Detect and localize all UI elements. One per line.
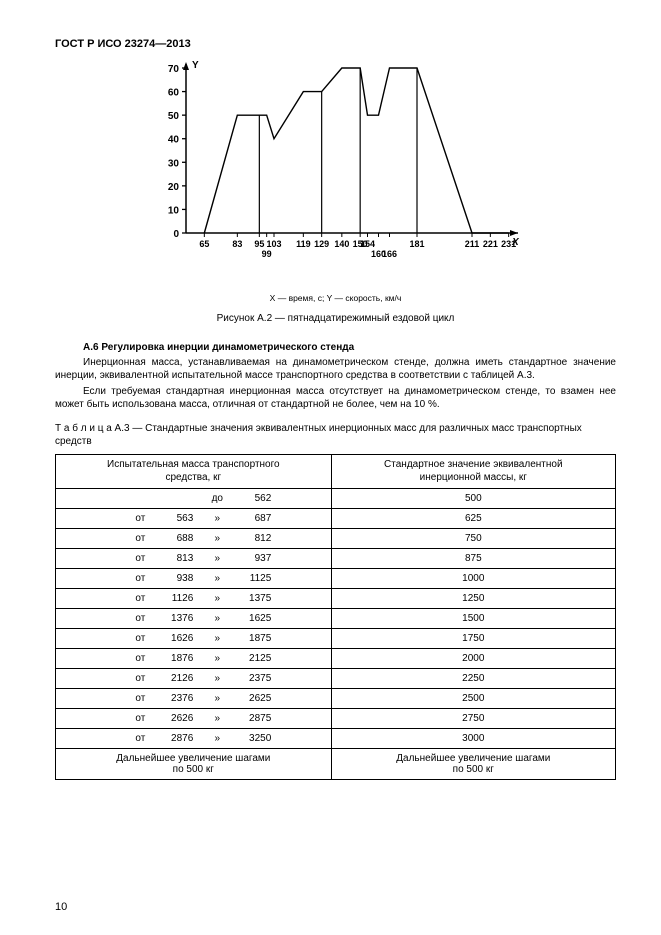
mass-range-cell: от1876»2125	[56, 649, 332, 669]
document-page: ГОСТ Р ИСО 23274—2013 010203040506070YX6…	[0, 0, 661, 935]
table-row: до562500	[56, 489, 616, 509]
footer-left: Дальнейшее увеличение шагами по 500 кг	[56, 749, 332, 780]
mass-range-cell: от938»1125	[56, 569, 332, 589]
mass-range-cell: от2626»2875	[56, 709, 332, 729]
table-row: от563»687625	[56, 509, 616, 529]
inertia-value-cell: 1250	[331, 589, 615, 609]
table-row: от2626»28752750	[56, 709, 616, 729]
inertia-value-cell: 2000	[331, 649, 615, 669]
svg-text:103: 103	[266, 239, 281, 249]
svg-text:231: 231	[501, 239, 516, 249]
section-heading: А.6 Регулировка инерции динамометрическо…	[55, 342, 616, 353]
document-code: ГОСТ Р ИСО 23274—2013	[55, 38, 616, 50]
table-row: от813»937875	[56, 549, 616, 569]
table-caption: Т а б л и ц а А.3 — Стандартные значения…	[55, 423, 616, 448]
mass-range-cell: от563»687	[56, 509, 332, 529]
svg-text:30: 30	[167, 158, 179, 169]
mass-range-cell: от2126»2375	[56, 669, 332, 689]
svg-text:154: 154	[359, 239, 374, 249]
svg-text:40: 40	[167, 135, 179, 146]
svg-text:129: 129	[314, 239, 329, 249]
inertia-value-cell: 750	[331, 529, 615, 549]
axis-legend: X — время, с; Y — скорость, км/ч	[55, 293, 616, 303]
inertia-value-cell: 3000	[331, 729, 615, 749]
inertia-value-cell: 500	[331, 489, 615, 509]
svg-text:181: 181	[409, 239, 424, 249]
footer-right: Дальнейшее увеличение шагами по 500 кг	[331, 749, 615, 780]
table-footer-row: Дальнейшее увеличение шагами по 500 кгДа…	[56, 749, 616, 780]
mass-range-cell: от1126»1375	[56, 589, 332, 609]
table-row: от2876»32503000	[56, 729, 616, 749]
paragraph-1: Инерционная масса, устанавливаемая на ди…	[55, 357, 616, 382]
table-row: от688»812750	[56, 529, 616, 549]
inertia-value-cell: 2500	[331, 689, 615, 709]
svg-text:Y: Y	[192, 60, 199, 71]
svg-text:221: 221	[482, 239, 497, 249]
inertia-value-cell: 875	[331, 549, 615, 569]
inertia-value-cell: 1750	[331, 629, 615, 649]
table-row: от938»11251000	[56, 569, 616, 589]
mass-table: Испытательная масса транспортного средст…	[55, 454, 616, 780]
table-row: от1876»21252000	[56, 649, 616, 669]
mass-range-cell: от813»937	[56, 549, 332, 569]
table-row: от1626»18751750	[56, 629, 616, 649]
inertia-value-cell: 2250	[331, 669, 615, 689]
inertia-value-cell: 1500	[331, 609, 615, 629]
svg-text:95: 95	[254, 239, 264, 249]
col1-header: Испытательная масса транспортного средст…	[56, 455, 332, 489]
svg-text:166: 166	[381, 249, 396, 259]
page-number: 10	[55, 901, 67, 913]
mass-range-cell: от2876»3250	[56, 729, 332, 749]
svg-text:65: 65	[199, 239, 209, 249]
svg-text:99: 99	[261, 249, 271, 259]
svg-text:70: 70	[167, 64, 179, 75]
svg-text:119: 119	[296, 239, 311, 249]
table-row: от1126»13751250	[56, 589, 616, 609]
paragraph-2: Если требуемая стандартная инерционная м…	[55, 386, 616, 411]
drive-cycle-chart: 010203040506070YX65839510311912914015015…	[146, 58, 526, 283]
svg-text:0: 0	[173, 229, 179, 240]
figure-caption: Рисунок А.2 — пятнадцатирежимный ездовой…	[55, 313, 616, 324]
svg-text:10: 10	[167, 205, 179, 216]
table-header-row: Испытательная масса транспортного средст…	[56, 455, 616, 489]
svg-text:211: 211	[464, 239, 479, 249]
inertia-value-cell: 2750	[331, 709, 615, 729]
table-row: от2126»23752250	[56, 669, 616, 689]
mass-range-cell: до562	[56, 489, 332, 509]
chart-svg: 010203040506070YX65839510311912914015015…	[146, 58, 526, 278]
mass-range-cell: от2376»2625	[56, 689, 332, 709]
svg-text:20: 20	[167, 182, 179, 193]
inertia-value-cell: 1000	[331, 569, 615, 589]
mass-range-cell: от1376»1625	[56, 609, 332, 629]
table-row: от2376»26252500	[56, 689, 616, 709]
svg-text:60: 60	[167, 88, 179, 99]
svg-text:83: 83	[232, 239, 242, 249]
table-row: от1376»16251500	[56, 609, 616, 629]
mass-range-cell: от688»812	[56, 529, 332, 549]
inertia-value-cell: 625	[331, 509, 615, 529]
svg-text:140: 140	[334, 239, 349, 249]
svg-text:50: 50	[167, 111, 179, 122]
col2-header: Стандартное значение эквивалентной инерц…	[331, 455, 615, 489]
mass-range-cell: от1626»1875	[56, 629, 332, 649]
